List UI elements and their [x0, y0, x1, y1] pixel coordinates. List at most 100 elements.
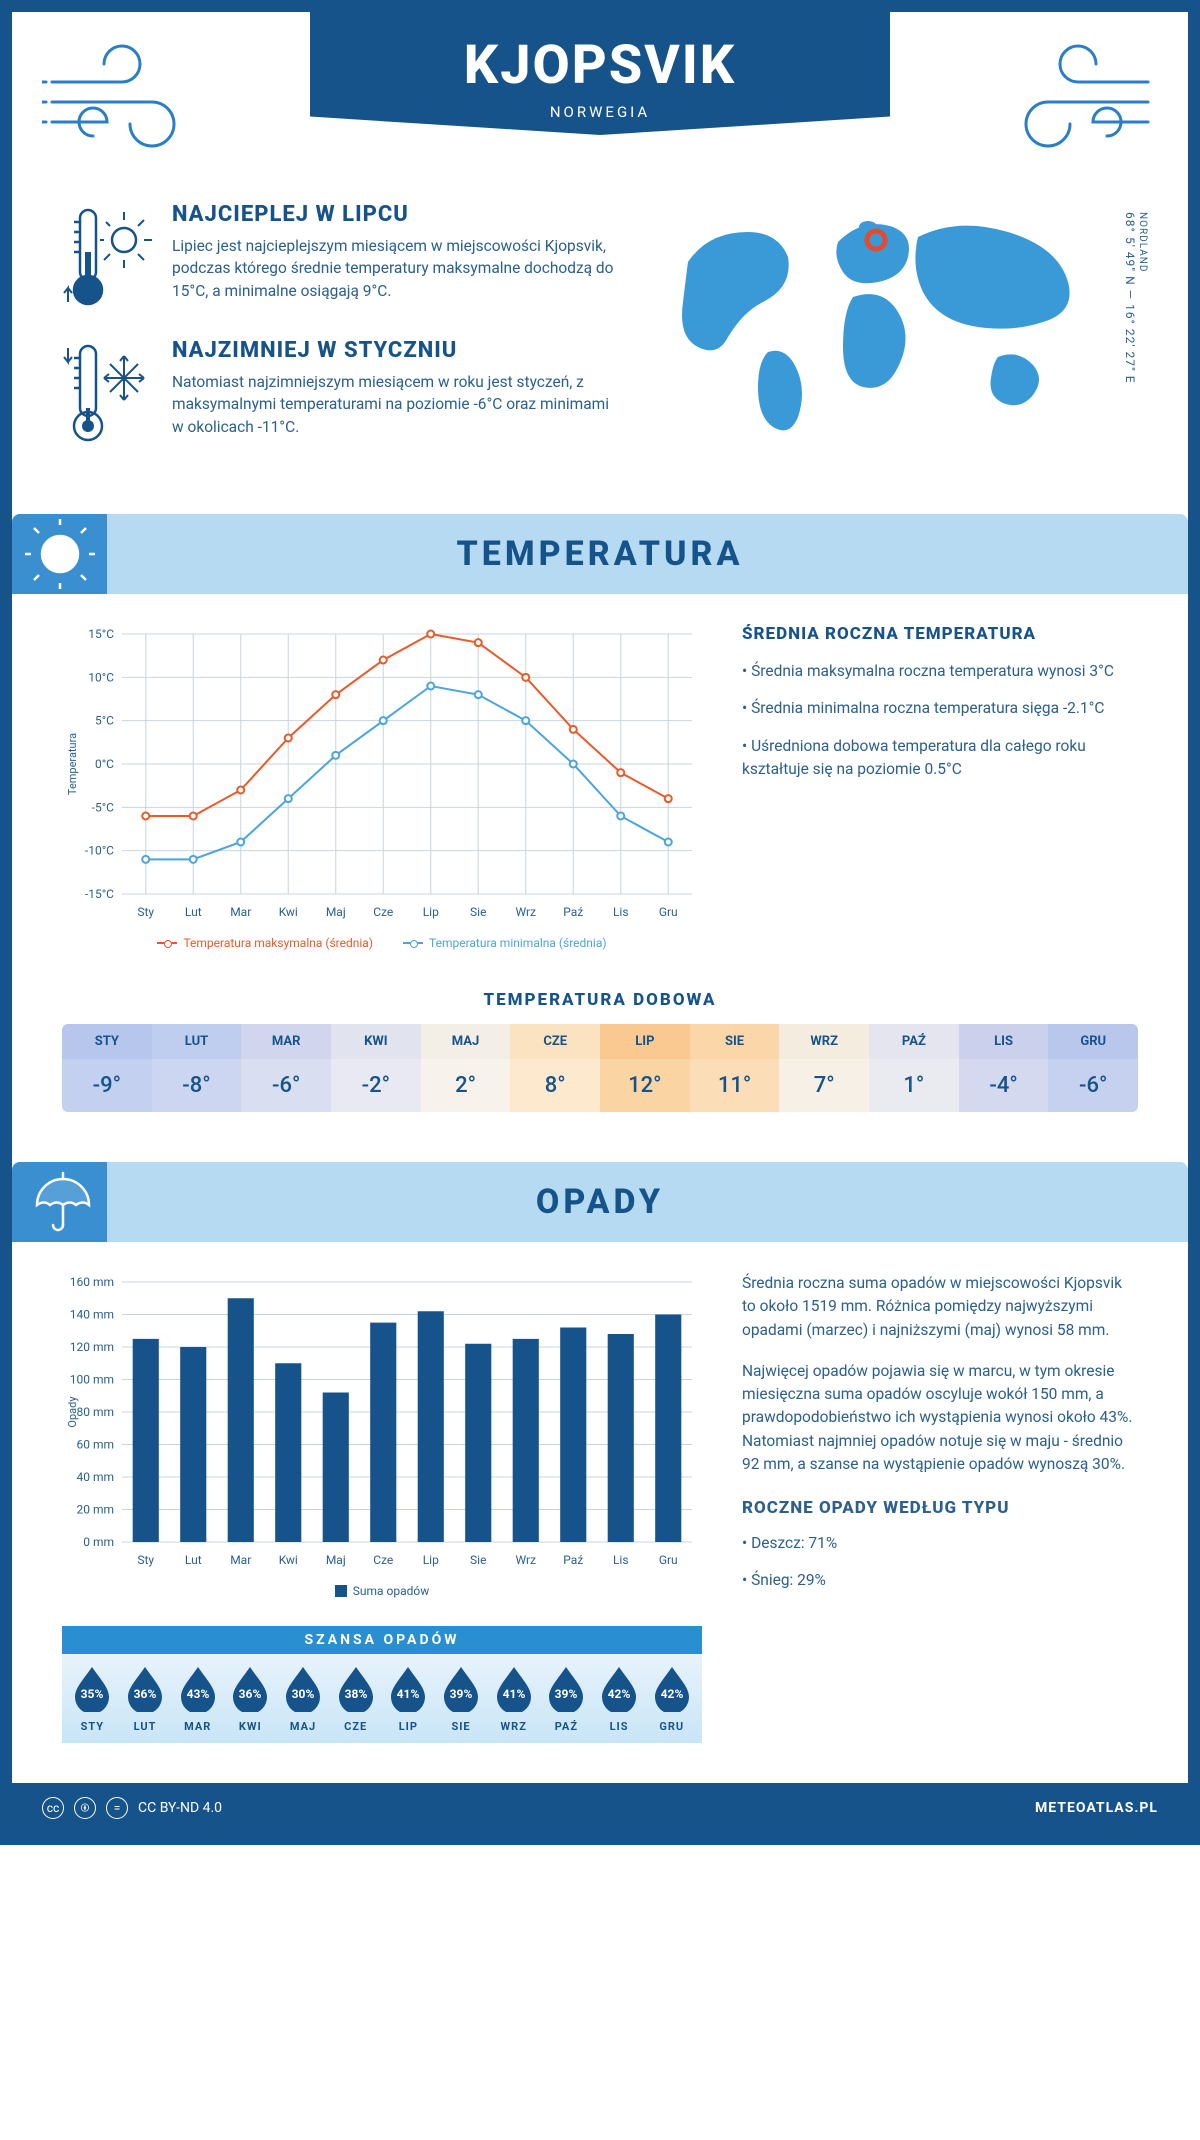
svg-text:Sty: Sty	[137, 905, 154, 919]
svg-text:-5°C: -5°C	[92, 800, 115, 814]
svg-text:-15°C: -15°C	[85, 887, 114, 901]
svg-text:140 mm: 140 mm	[70, 1308, 114, 1322]
bullet: • Śnieg: 29%	[742, 1569, 1138, 1592]
bullet: • Deszcz: 71%	[742, 1532, 1138, 1555]
temperature-legend: Temperatura maksymalna (średnia)Temperat…	[62, 936, 702, 950]
svg-text:5°C: 5°C	[95, 714, 114, 728]
thermometer-sun-icon	[62, 202, 152, 312]
svg-text:Gru: Gru	[659, 905, 678, 919]
daily-month: MAJ	[421, 1024, 511, 1059]
precip-p2: Najwięcej opadów pojawia się w marcu, w …	[742, 1360, 1138, 1476]
daily-col: CZE 8°	[510, 1024, 600, 1112]
chance-drop: 41% LIP	[382, 1664, 435, 1733]
svg-text:Kwi: Kwi	[279, 1553, 298, 1567]
daily-col: GRU -6°	[1048, 1024, 1138, 1112]
header: KJOPSVIK NORWEGIA	[12, 12, 1188, 192]
chance-strip: 35% STY 36% LUT 43% MAR 36%	[62, 1654, 702, 1743]
svg-text:38%: 38%	[344, 1687, 367, 1701]
bullet: • Średnia maksymalna roczna temperatura …	[742, 660, 1138, 683]
svg-text:Temperatura: Temperatura	[66, 733, 79, 795]
daily-temp-heading: TEMPERATURA DOBOWA	[12, 990, 1188, 1010]
wind-icon	[978, 37, 1158, 157]
svg-text:Lis: Lis	[613, 905, 629, 919]
svg-text:41%: 41%	[397, 1687, 420, 1701]
chance-month: LIP	[382, 1720, 435, 1733]
temp-summary-heading: ŚREDNIA ROCZNA TEMPERATURA	[742, 624, 1138, 644]
svg-text:120 mm: 120 mm	[70, 1340, 114, 1354]
chance-drop: 41% WRZ	[487, 1664, 540, 1733]
cold-fact: NAJZIMNIEJ W STYCZNIU Natomiast najzimni…	[62, 338, 618, 448]
daily-col: LUT -8°	[152, 1024, 242, 1112]
license-text: CC BY-ND 4.0	[138, 1800, 222, 1816]
svg-text:10°C: 10°C	[88, 670, 114, 684]
daily-col: WRZ 7°	[779, 1024, 869, 1112]
chance-drop: 39% SIE	[435, 1664, 488, 1733]
daily-month: MAR	[241, 1024, 331, 1059]
daily-temp-table: STY -9° LUT -8° MAR -6° KWI -2° MAJ 2° C…	[62, 1024, 1138, 1112]
svg-text:Cze: Cze	[373, 1553, 393, 1567]
chance-month: SIE	[435, 1720, 488, 1733]
svg-text:Wrz: Wrz	[515, 1553, 536, 1567]
daily-col: SIE 11°	[690, 1024, 780, 1112]
warm-fact-title: NAJCIEPLEJ W LIPCU	[172, 202, 618, 227]
title-band: KJOPSVIK NORWEGIA	[310, 12, 890, 135]
daily-month: LIS	[959, 1024, 1049, 1059]
region-label: NORDLAND	[1137, 212, 1148, 380]
daily-month: PAŹ	[869, 1024, 959, 1059]
umbrella-icon	[12, 1162, 107, 1242]
daily-month: STY	[62, 1024, 152, 1059]
chance-drop: 36% LUT	[119, 1664, 172, 1733]
svg-text:Lip: Lip	[423, 1553, 439, 1567]
svg-text:40 mm: 40 mm	[76, 1470, 114, 1484]
chance-drop: 42% GRU	[645, 1664, 698, 1733]
footer: cc 🅯 = CC BY-ND 4.0 METEOATLAS.PL	[12, 1783, 1188, 1833]
daily-value: -4°	[959, 1059, 1049, 1112]
yearly-precip-bullets: • Deszcz: 71% • Śnieg: 29%	[742, 1532, 1138, 1593]
precip-chance-band: SZANSA OPADÓW 35% STY 36% LUT 43% MAR	[62, 1626, 702, 1743]
precip-legend-label: Suma opadów	[353, 1584, 430, 1598]
svg-text:39%: 39%	[450, 1687, 473, 1701]
chance-heading: SZANSA OPADÓW	[62, 1626, 702, 1654]
daily-col: LIP 12°	[600, 1024, 690, 1112]
coordinates: NORDLAND 68° 5' 49" N — 16° 22' 27" E	[1123, 212, 1148, 384]
city-title: KJOPSVIK	[310, 34, 890, 97]
chance-month: MAJ	[277, 1720, 330, 1733]
infographic-page: KJOPSVIK NORWEGIA	[0, 0, 1200, 1845]
chance-drop: 36% KWI	[224, 1664, 277, 1733]
thermometer-snow-icon	[62, 338, 152, 448]
temperature-heading: TEMPERATURA	[107, 534, 1188, 574]
svg-text:Paź: Paź	[563, 905, 583, 919]
chance-month: LIS	[593, 1720, 646, 1733]
sun-icon	[12, 514, 107, 594]
daily-month: LIP	[600, 1024, 690, 1059]
svg-text:0°C: 0°C	[95, 757, 114, 771]
svg-text:Lut: Lut	[185, 1553, 202, 1567]
yearly-precip-heading: ROCZNE OPADY WEDŁUG TYPU	[742, 1496, 1138, 1522]
bullet: • Średnia minimalna roczna temperatura s…	[742, 697, 1138, 720]
license: cc 🅯 = CC BY-ND 4.0	[42, 1797, 222, 1819]
chance-month: KWI	[224, 1720, 277, 1733]
daily-month: SIE	[690, 1024, 780, 1059]
svg-text:Kwi: Kwi	[279, 905, 298, 919]
svg-text:Gru: Gru	[659, 1553, 678, 1567]
chance-drop: 39% PAŹ	[540, 1664, 593, 1733]
chance-month: STY	[66, 1720, 119, 1733]
intro-facts: NAJCIEPLEJ W LIPCU Lipiec jest najcieple…	[62, 202, 618, 474]
svg-text:39%: 39%	[555, 1687, 578, 1701]
coords-text: 68° 5' 49" N — 16° 22' 27" E	[1123, 212, 1137, 384]
svg-text:60 mm: 60 mm	[76, 1438, 114, 1452]
daily-col: MAJ 2°	[421, 1024, 511, 1112]
daily-value: -2°	[331, 1059, 421, 1112]
daily-value: 8°	[510, 1059, 600, 1112]
precipitation-legend: Suma opadów	[62, 1584, 702, 1598]
svg-text:Sty: Sty	[137, 1553, 154, 1567]
svg-text:Sie: Sie	[470, 1553, 486, 1567]
precipitation-chart: 0 mm20 mm40 mm60 mm80 mm100 mm120 mm140 …	[62, 1272, 702, 1606]
svg-text:Lut: Lut	[185, 905, 202, 919]
svg-text:41%: 41%	[502, 1687, 525, 1701]
daily-col: MAR -6°	[241, 1024, 331, 1112]
daily-value: -6°	[1048, 1059, 1138, 1112]
precipitation-heading: OPADY	[107, 1182, 1188, 1222]
temp-summary-bullets: • Średnia maksymalna roczna temperatura …	[742, 660, 1138, 781]
chance-drop: 38% CZE	[329, 1664, 382, 1733]
